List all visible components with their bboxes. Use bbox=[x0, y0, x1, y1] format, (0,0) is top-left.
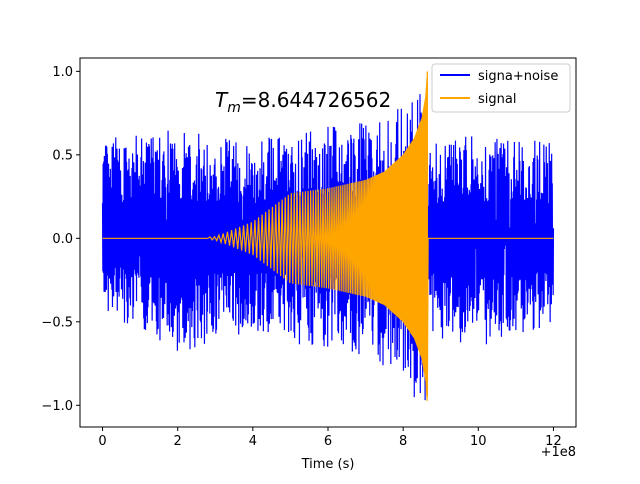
annotation: Tm=8.644726562 bbox=[215, 88, 391, 116]
x-tick-label: 6 bbox=[324, 434, 332, 449]
x-tick-label: 8 bbox=[399, 434, 407, 449]
x-offset-label: +1e8 bbox=[541, 445, 576, 460]
x-tick-label: 4 bbox=[249, 434, 257, 449]
legend-label-signal: signal bbox=[478, 92, 516, 107]
y-tick-label: −0.5 bbox=[41, 315, 73, 330]
y-axis: −1.0 −0.5 0.0 0.5 1.0 bbox=[41, 65, 80, 414]
svg-text:Tm=8.644726562: Tm=8.644726562 bbox=[215, 88, 391, 116]
x-tick-label: 12 bbox=[545, 434, 562, 449]
y-tick-label: 0.0 bbox=[52, 232, 73, 247]
y-tick-label: 1.0 bbox=[52, 65, 73, 80]
annotation-subscript: m bbox=[227, 100, 241, 116]
x-tick-label: 0 bbox=[98, 434, 106, 449]
series-layer bbox=[101, 71, 555, 402]
series-signal-line bbox=[102, 71, 554, 402]
x-axis: 0 2 4 6 8 10 12 bbox=[98, 427, 562, 449]
series-signa-noise-line bbox=[101, 94, 555, 401]
x-tick-label: 2 bbox=[174, 434, 182, 449]
annotation-prefix: T bbox=[215, 88, 229, 112]
y-tick-label: −1.0 bbox=[41, 399, 73, 414]
x-tick-label: 10 bbox=[470, 434, 487, 449]
legend: signa+noise signal bbox=[431, 63, 571, 113]
legend-label-signa-noise: signa+noise bbox=[478, 69, 558, 84]
annotation-text: =8.644726562 bbox=[241, 88, 391, 112]
y-tick-label: 0.5 bbox=[52, 148, 73, 163]
x-axis-label: Time (s) bbox=[301, 457, 355, 472]
